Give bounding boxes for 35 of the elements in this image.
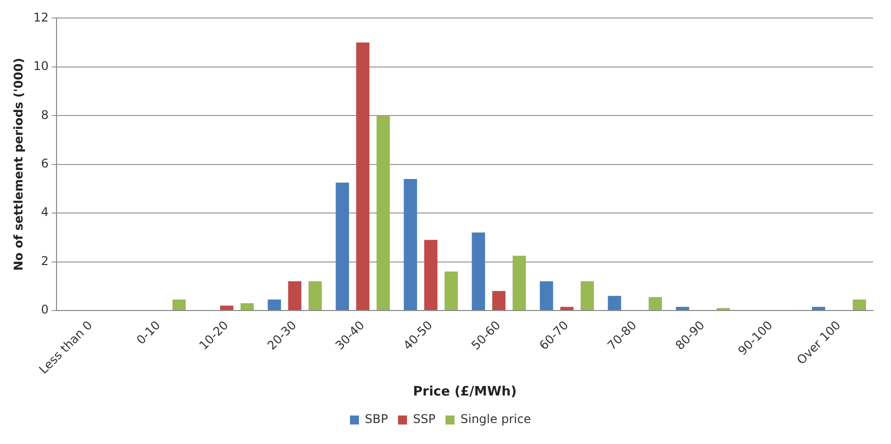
bar — [512, 256, 526, 310]
y-axis-title: No of settlement periods ('000) — [11, 58, 26, 271]
y-tick-label: 6 — [41, 156, 49, 170]
legend-label: SSP — [413, 412, 436, 426]
bar — [308, 281, 322, 310]
bar — [492, 291, 506, 310]
bar — [336, 182, 350, 310]
bar — [172, 300, 186, 310]
bar — [540, 281, 554, 310]
bar — [812, 306, 826, 310]
bar — [472, 232, 486, 310]
x-axis-title: Price (£/MWh) — [413, 384, 517, 400]
legend-label: Single price — [460, 412, 532, 426]
legend-label: SBP — [364, 412, 388, 426]
bar — [356, 42, 370, 310]
bar — [376, 116, 390, 310]
bar — [852, 300, 866, 310]
y-tick-label: 10 — [33, 59, 49, 74]
y-tick-label: 8 — [41, 108, 49, 122]
y-tick-label: 4 — [41, 205, 49, 220]
bar — [648, 297, 662, 310]
bar — [424, 240, 438, 310]
bar — [444, 272, 458, 310]
y-tick-label: 12 — [33, 10, 49, 24]
y-tick-label: 0 — [41, 302, 49, 317]
bar — [560, 306, 574, 310]
bar — [268, 300, 281, 310]
y-tick-label: 2 — [41, 254, 49, 268]
bar — [676, 306, 690, 310]
bar — [240, 303, 254, 310]
bar — [288, 281, 302, 310]
bar — [608, 296, 622, 310]
bar — [404, 178, 418, 310]
bar — [580, 281, 594, 310]
bar — [220, 306, 234, 310]
